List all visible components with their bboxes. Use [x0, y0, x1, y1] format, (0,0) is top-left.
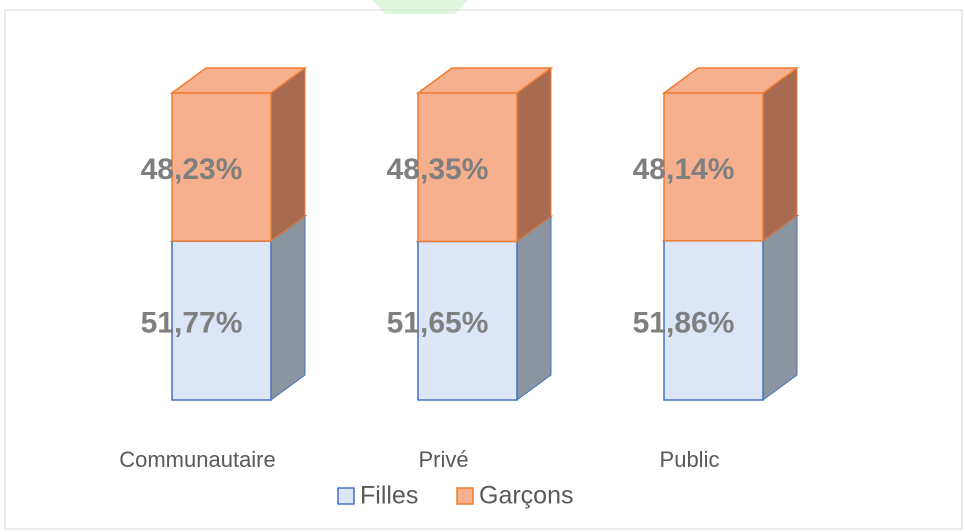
bar-side [270, 215, 306, 401]
value-label: 51,77% [141, 306, 243, 339]
watermark [372, 0, 468, 14]
bar-side [516, 67, 552, 243]
x-tick-label: Privé [418, 447, 468, 472]
bar [171, 92, 272, 242]
bar-side [516, 215, 552, 401]
value-label: 48,14% [633, 153, 735, 186]
x-tick-label: Public [660, 447, 720, 472]
bar-side [270, 67, 306, 243]
bar-side [762, 67, 798, 242]
legend-label: Filles [360, 482, 418, 510]
x-tick-label: Communautaire [119, 447, 276, 472]
bar [417, 240, 518, 401]
bar [417, 92, 518, 243]
bar [663, 92, 764, 242]
bar [171, 240, 272, 401]
legend-swatch [456, 487, 474, 505]
bar-side [762, 214, 798, 401]
legend-swatch [337, 487, 355, 505]
value-label: 48,23% [141, 153, 243, 186]
value-label: 48,35% [387, 153, 489, 186]
value-label: 51,65% [387, 307, 489, 340]
value-label: 51,86% [633, 306, 735, 339]
legend-label: Garçons [479, 482, 573, 510]
